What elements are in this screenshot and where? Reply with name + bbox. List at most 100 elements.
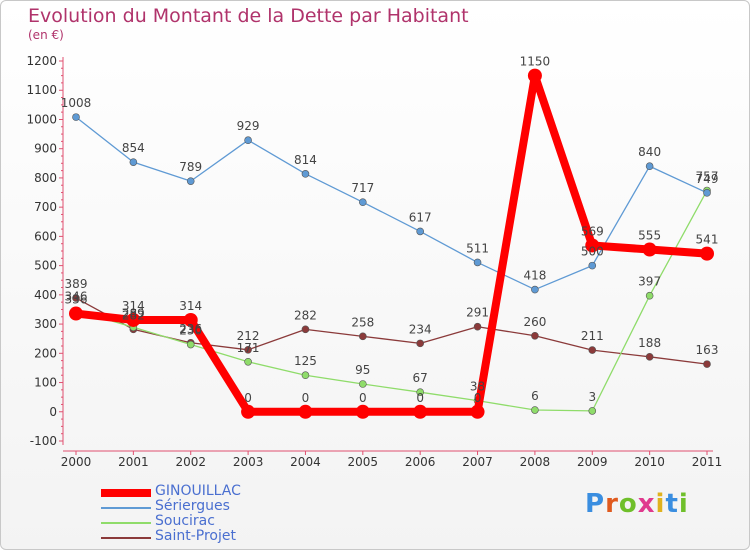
logo-letter: i	[655, 489, 666, 519]
legend-label: GINOUILLAC	[155, 483, 241, 499]
data-point	[129, 158, 138, 166]
data-point	[301, 371, 310, 380]
logo-letter: o	[618, 489, 638, 519]
data-label: 125	[294, 354, 317, 368]
y-tick-label: 1200	[26, 54, 57, 68]
data-point	[183, 312, 198, 327]
data-point	[126, 312, 141, 327]
logo-letter: x	[637, 489, 656, 519]
data-label: 929	[237, 119, 260, 133]
data-label: 418	[523, 269, 546, 283]
legend-swatch	[101, 507, 151, 509]
data-label: 314	[122, 299, 145, 313]
y-tick-label: 400	[34, 288, 57, 302]
data-point	[588, 261, 597, 270]
data-point	[301, 170, 310, 178]
data-label: 511	[466, 241, 489, 255]
data-label: 3	[588, 390, 596, 404]
data-point	[416, 388, 424, 396]
data-label: 211	[581, 329, 604, 343]
data-point	[244, 345, 252, 354]
data-point	[186, 177, 195, 185]
data-label: 0	[302, 391, 310, 405]
series-line-2	[75, 190, 708, 412]
data-label: 717	[351, 181, 374, 195]
legend-swatch	[101, 489, 151, 497]
data-labels: 336 314 314 0 0 0 0 0 1150 569 555 541 1008 854 789 929…	[61, 55, 719, 405]
logo-letter: P	[585, 489, 606, 519]
data-point	[186, 340, 195, 349]
x-tick-label: 2008	[520, 455, 551, 469]
legend-label: Sériergues	[155, 498, 230, 514]
data-point	[359, 332, 367, 341]
data-label: 95	[355, 363, 370, 377]
data-point	[588, 407, 597, 415]
data-point	[531, 285, 539, 294]
data-label: 212	[237, 329, 260, 343]
data-point	[298, 404, 313, 419]
series-layer	[69, 68, 714, 419]
data-point	[585, 238, 600, 253]
data-label: 397	[638, 275, 661, 289]
data-label: 555	[638, 229, 661, 243]
data-label: 757	[696, 169, 719, 183]
logo-letter: t	[665, 489, 679, 519]
data-point	[355, 404, 370, 419]
x-tick-label: 2010	[634, 455, 665, 469]
x-tick-label: 2000	[61, 455, 92, 469]
x-tick-label: 2003	[233, 455, 264, 469]
data-label: 258	[351, 315, 374, 329]
x-tick-label: 2002	[175, 455, 206, 469]
data-label: 6	[531, 389, 539, 403]
data-label: 230	[179, 324, 202, 338]
data-point	[416, 227, 424, 236]
data-point	[69, 306, 83, 321]
data-label: 617	[409, 210, 432, 224]
data-point	[244, 136, 252, 145]
logo-letter: r	[605, 489, 619, 519]
y-tick-label: -100	[30, 434, 57, 448]
data-label: 346	[65, 290, 88, 304]
data-label: 188	[638, 336, 661, 350]
legend-swatch	[101, 522, 151, 524]
data-point	[703, 360, 711, 368]
data-point	[527, 68, 542, 83]
data-label: 0	[474, 391, 482, 405]
data-point	[359, 380, 367, 388]
series-line-3	[75, 297, 708, 365]
data-label: 67	[413, 371, 428, 385]
y-tick-label: 0	[49, 405, 57, 419]
data-point	[241, 404, 256, 419]
data-label: 38	[470, 380, 485, 394]
data-point	[700, 246, 714, 261]
data-point	[703, 189, 711, 197]
data-label: 500	[581, 245, 604, 259]
data-label: 282	[122, 308, 145, 322]
data-label: 569	[581, 224, 604, 238]
data-label: 236	[179, 322, 202, 336]
data-label: 260	[523, 315, 546, 329]
y-tick-label: 800	[34, 171, 57, 185]
logo-letter: i	[678, 489, 689, 519]
data-label: 389	[65, 277, 88, 291]
data-point	[413, 404, 428, 419]
data-label: 291	[466, 306, 489, 320]
data-label: 0	[359, 391, 367, 405]
chart-title: Evolution du Montant de la Dette par Hab…	[28, 5, 469, 27]
data-point	[244, 357, 252, 366]
data-label: 814	[294, 153, 317, 167]
x-tick-label: 2005	[348, 455, 379, 469]
data-label: 171	[237, 341, 260, 355]
data-label: 234	[409, 322, 432, 336]
axes: -100010020030040050060070080090010001100…	[26, 54, 722, 469]
data-point	[645, 353, 654, 361]
data-label: 1150	[520, 55, 551, 69]
data-point	[645, 162, 654, 171]
data-point	[642, 242, 657, 257]
y-tick-label: 500	[34, 259, 57, 273]
y-tick-label: 700	[34, 200, 57, 214]
x-tick-label: 2001	[118, 455, 149, 469]
y-tick-label: 300	[34, 317, 57, 331]
data-point	[72, 113, 80, 121]
